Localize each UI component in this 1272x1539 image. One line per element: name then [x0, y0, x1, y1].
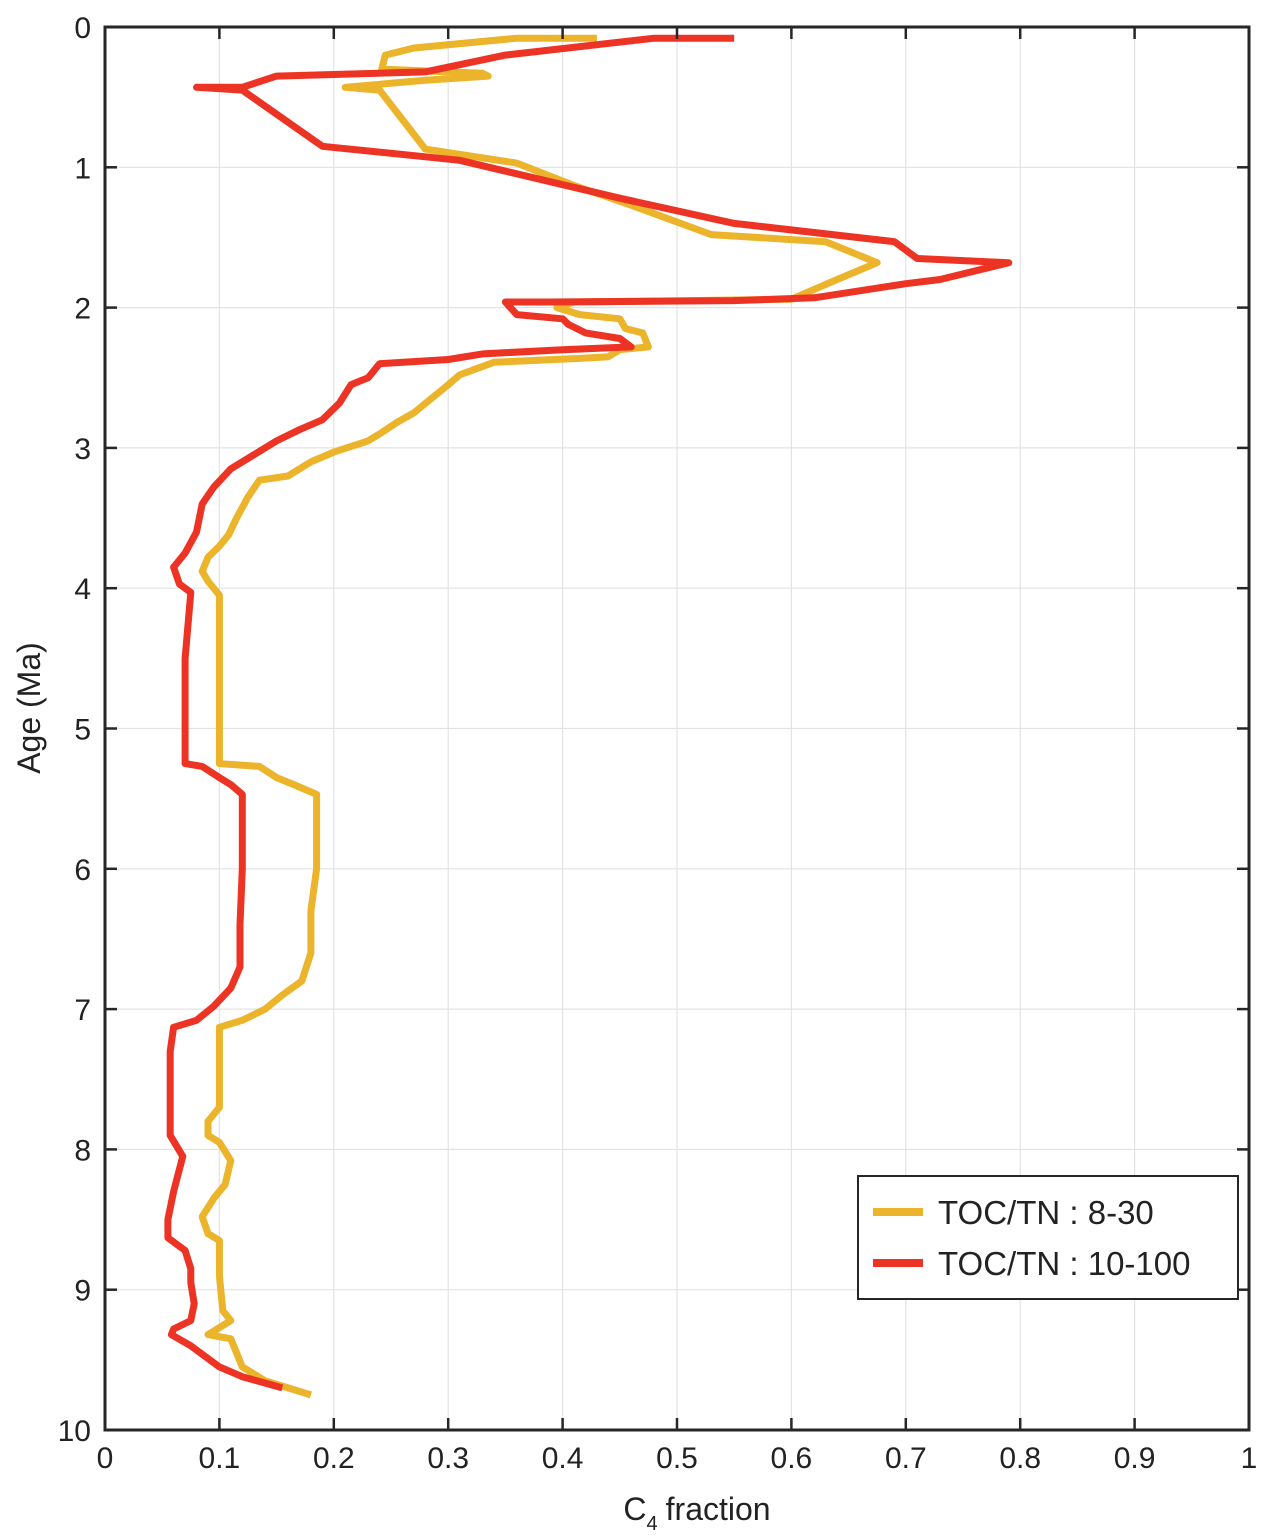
y-tick-labels: 0 1 2 3 4 5 6 7 8 9 10 [58, 12, 91, 1448]
x-tick-label: 0.8 [999, 1442, 1041, 1475]
x-axis-label-prefix: C [623, 1491, 646, 1527]
legend: TOC/TN : 8-30 TOC/TN : 10-100 [857, 1175, 1239, 1300]
x-tick-label: 0.2 [313, 1442, 355, 1475]
x-tick-label: 0.3 [427, 1442, 469, 1475]
y-tick-label: 2 [74, 293, 91, 326]
legend-label-toc-tn-10-100: TOC/TN : 10-100 [938, 1245, 1190, 1282]
y-tick-label: 4 [74, 573, 91, 606]
x-axis-label-text: fraction [666, 1491, 771, 1527]
series-line-toc-tn-10-100 [164, 34, 1013, 1392]
series-layer [164, 34, 1013, 1399]
y-tick-label: 0 [74, 12, 91, 45]
x-tick-label: 0.5 [656, 1442, 698, 1475]
series-line-toc-tn-8-30 [198, 34, 881, 1399]
axis-ticks [103, 25, 1251, 1432]
x-tick-label: 0.4 [542, 1442, 584, 1475]
y-tick-label: 5 [74, 714, 91, 747]
y-axis-label: Age (Ma) [11, 642, 47, 774]
y-tick-label: 8 [74, 1134, 91, 1167]
x-axis-label: C4 fraction [623, 1491, 770, 1535]
y-tick-label: 10 [58, 1415, 91, 1448]
legend-box [857, 1175, 1239, 1300]
grid-lines [105, 27, 1249, 1430]
y-tick-label: 9 [74, 1275, 91, 1308]
y-tick-label: 7 [74, 994, 91, 1027]
x-tick-label: 0.6 [771, 1442, 813, 1475]
y-tick-label: 3 [74, 433, 91, 466]
y-tick-label: 6 [74, 854, 91, 887]
x-tick-label: 0.1 [199, 1442, 241, 1475]
x-tick-labels: 0 0.1 0.2 0.3 0.4 0.5 0.6 0.7 0.8 0.9 1 [97, 1442, 1258, 1475]
y-tick-label: 1 [74, 152, 91, 185]
x-tick-label: 0 [97, 1442, 114, 1475]
x-axis-label-subscript: 4 [647, 1513, 658, 1535]
x-tick-label: 0.9 [1114, 1442, 1156, 1475]
legend-label-toc-tn-8-30: TOC/TN : 8-30 [938, 1194, 1154, 1231]
x-tick-label: 1 [1241, 1442, 1258, 1475]
x-tick-label: 0.7 [885, 1442, 927, 1475]
